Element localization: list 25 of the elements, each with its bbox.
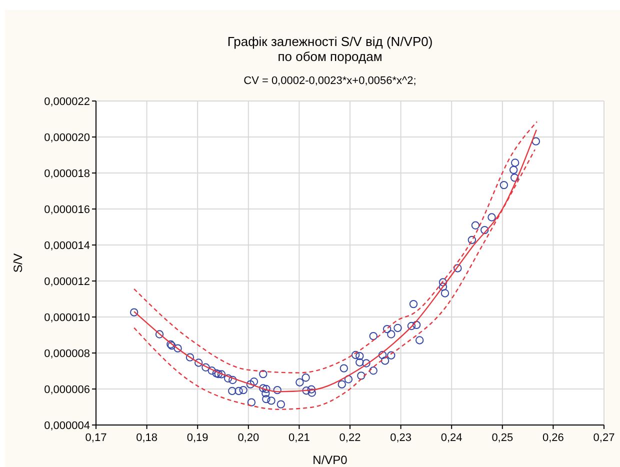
x-tick-label: 0,27 (593, 432, 615, 444)
x-tick-label: 0,25 (492, 432, 514, 444)
y-tick-label: 0,000014 (44, 240, 90, 252)
x-axis-title: N/VP0 (312, 453, 348, 467)
x-tick-label: 0,26 (542, 432, 564, 444)
chart-title: Графік залежності S/V від (N/VP0) по обом породам (227, 34, 433, 64)
x-tick-label: 0,23 (390, 432, 412, 444)
x-tick-label: 0,19 (186, 432, 208, 444)
y-tick-label: 0,000008 (44, 348, 90, 360)
x-tick-label: 0,17 (85, 432, 107, 444)
y-tick-label: 0,000020 (44, 132, 90, 144)
x-tick-label: 0,24 (440, 432, 462, 444)
y-tick-label: 0,000004 (44, 420, 90, 432)
y-tick-label: 0,000012 (44, 276, 90, 288)
y-tick-label: 0,000018 (44, 168, 90, 180)
y-tick-label: 0,000006 (44, 384, 90, 396)
y-tick-label: 0,000022 (44, 96, 90, 108)
x-tick-label: 0,22 (339, 432, 361, 444)
y-tick-label: 0,000010 (44, 312, 90, 324)
x-tick-label: 0,21 (288, 432, 310, 444)
chart-subtitle: CV = 0,0002-0,0023*x+0,0056*x^2; (244, 75, 416, 87)
y-axis-title: S/V (11, 253, 25, 273)
x-tick-label: 0,18 (136, 432, 158, 444)
x-tick-label: 0,20 (238, 432, 260, 444)
y-tick-label: 0,000016 (44, 204, 90, 216)
